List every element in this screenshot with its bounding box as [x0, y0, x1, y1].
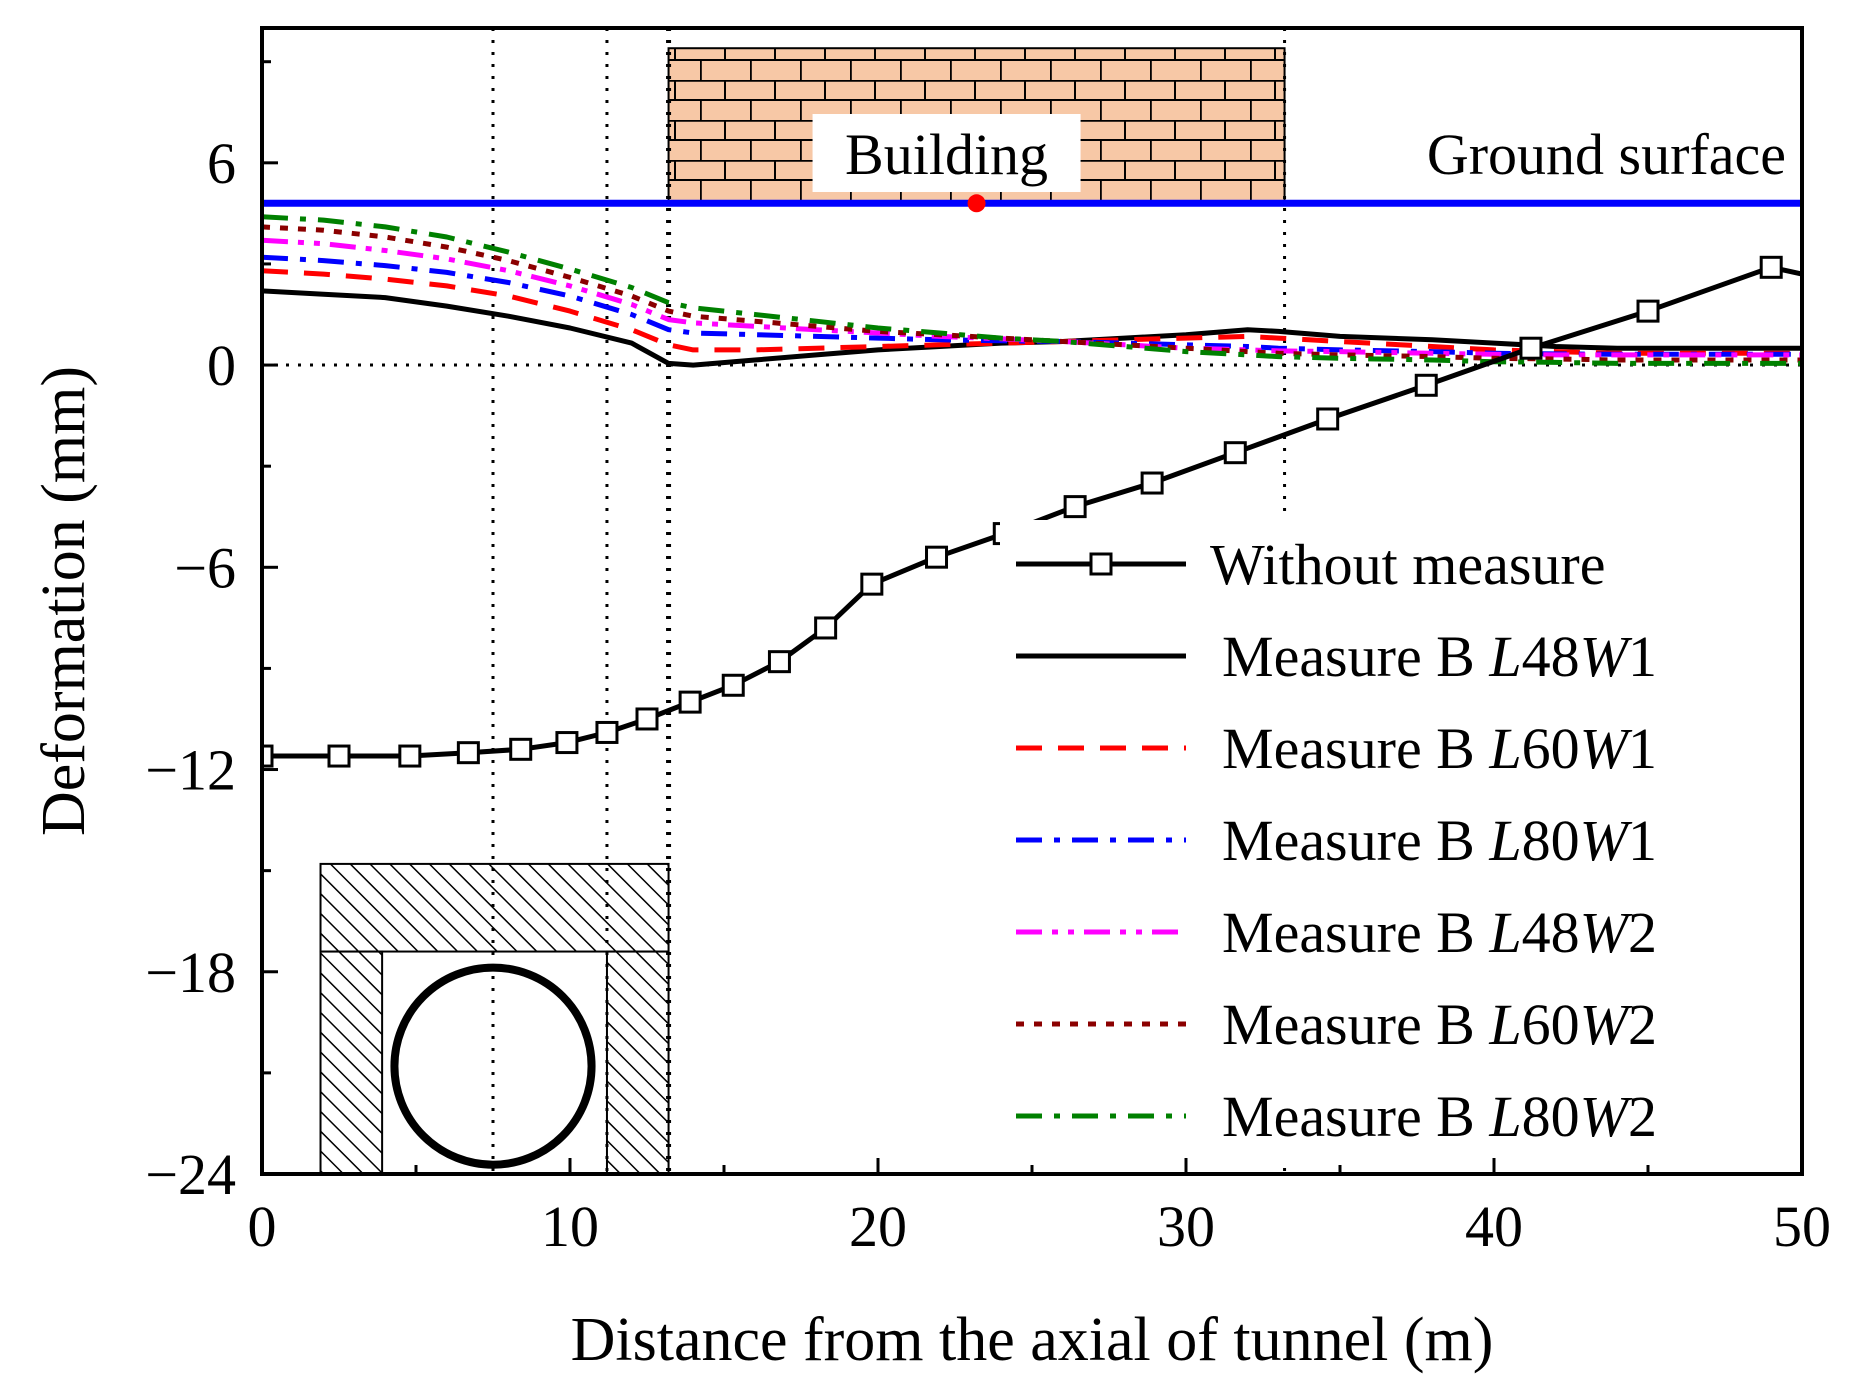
- series-0-point-12: [860, 572, 884, 596]
- y-tick-label-3: −6: [174, 535, 236, 600]
- series-0-point-3: [456, 741, 480, 765]
- y-axis-title: Deformation (mm): [30, 366, 98, 836]
- x-tick-label-2: 20: [849, 1194, 907, 1259]
- tunnel-right-wall: [605, 950, 670, 1176]
- x-tick-label-1: 10: [541, 1194, 599, 1259]
- legend-label-3: Measure B L80W1: [1222, 808, 1657, 873]
- series-0-point-5: [555, 731, 579, 755]
- legend-item-0: Without measure: [1016, 532, 1606, 597]
- legend-label-6: Measure B L80W2: [1222, 1084, 1657, 1149]
- legend-item-1: Measure B L48W1: [1016, 624, 1657, 689]
- y-tick-label-1: −18: [145, 940, 236, 1005]
- x-axis-title: Distance from the axial of tunnel (m): [571, 1306, 1494, 1374]
- legend-label-4: Measure B L48W2: [1222, 900, 1657, 965]
- legend-label-0: Without measure: [1210, 532, 1606, 597]
- series-0-point-13: [925, 545, 949, 569]
- legend-item-5: Measure B L60W2: [1016, 992, 1657, 1057]
- series-0-point-8: [678, 690, 702, 714]
- series-0-point-20: [1519, 336, 1543, 360]
- tunnel-ring: [390, 963, 596, 1169]
- tunnel-cross-section: [319, 862, 670, 1176]
- series-0-point-2: [398, 744, 422, 768]
- series-0-point-15: [1063, 495, 1087, 519]
- x-tick-label-0: 0: [248, 1194, 277, 1259]
- series-0-point-17: [1223, 441, 1247, 465]
- series-0-point-4: [509, 737, 533, 761]
- y-tick-label-4: 0: [207, 333, 236, 398]
- series-6: [262, 214, 1802, 366]
- building-label-background: [812, 114, 1081, 192]
- legend-label-1: Measure B L48W1: [1222, 624, 1657, 689]
- ground-surface-label: Ground surface: [1427, 122, 1786, 187]
- series-0-point-16: [1140, 471, 1164, 495]
- y-tick-label-0: −24: [145, 1142, 236, 1207]
- building-label: Building: [845, 122, 1048, 187]
- y-tick-label-5: 6: [207, 131, 236, 196]
- legend: Without measure Measure B L48W1 Measure B …: [1016, 532, 1657, 1149]
- series-0-point-7: [635, 707, 659, 731]
- series-line-6: [262, 214, 1802, 366]
- series-0-point-21: [1636, 299, 1660, 323]
- legend-item-3: Measure B L80W1: [1016, 808, 1657, 873]
- y-tick-label-2: −12: [145, 738, 236, 803]
- series-0-point-9: [721, 673, 745, 697]
- x-tick-label-3: 30: [1157, 1194, 1215, 1259]
- series-0-point-18: [1316, 407, 1340, 431]
- series-layer: [262, 214, 1802, 768]
- x-tick-label-5: 50: [1773, 1194, 1831, 1259]
- series-0-point-19: [1414, 373, 1438, 397]
- series-0: [262, 255, 1802, 768]
- legend-label-5: Measure B L60W2: [1222, 992, 1657, 1057]
- axis-ticks: 0 10 20 30 40 50 −24 −18 −12 −6 0 6: [145, 60, 1831, 1259]
- series-0-point-22: [1759, 255, 1783, 279]
- building-monitoring-point: [967, 194, 986, 213]
- series-0-point-6: [595, 720, 619, 744]
- legend-item-6: Measure B L80W2: [1016, 1084, 1657, 1149]
- tunnel-roof-slab: [319, 862, 670, 953]
- legend-label-2: Measure B L60W1: [1222, 716, 1657, 781]
- legend-item-4: Measure B L48W2: [1016, 900, 1657, 965]
- series-0-point-11: [814, 616, 838, 640]
- series-0-point-0: [262, 744, 274, 768]
- legend-marker-0: [1089, 552, 1113, 576]
- tunnel-left-wall: [319, 950, 384, 1176]
- series-0-point-1: [327, 744, 351, 768]
- series-0-point-10: [767, 650, 791, 674]
- x-tick-label-4: 40: [1465, 1194, 1523, 1259]
- legend-item-2: Measure B L60W1: [1016, 716, 1657, 781]
